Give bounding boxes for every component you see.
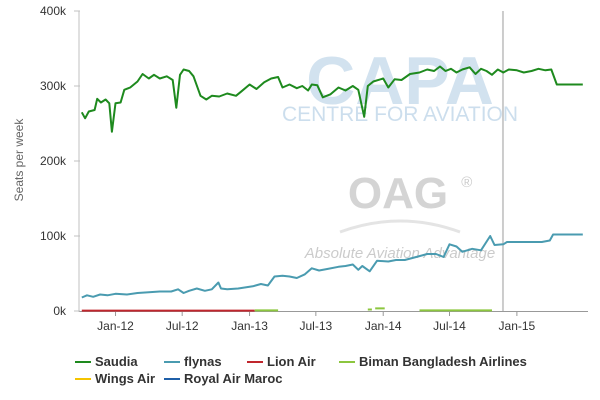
watermark: CAPA CENTRE FOR AVIATION OAG ® Absolute … bbox=[282, 43, 518, 262]
watermark-oag: OAG bbox=[348, 169, 448, 218]
legend-label-biman-bangladesh-airlines: Biman Bangladesh Airlines bbox=[359, 354, 527, 369]
series-line-biman-bangladesh-airlines bbox=[254, 307, 492, 312]
legend: Saudia flynas Lion Air Biman Bangladesh Air… bbox=[75, 354, 527, 386]
series-line-saudia bbox=[80, 65, 583, 133]
y-tick-label: 400k bbox=[40, 4, 67, 18]
x-tick-label: Jan-12 bbox=[97, 319, 134, 333]
x-tick-label: Jan-15 bbox=[499, 319, 536, 333]
watermark-capa: CAPA bbox=[306, 43, 494, 119]
watermark-centre-for-aviation: CENTRE FOR AVIATION bbox=[282, 103, 518, 126]
x-tick-label: Jan-14 bbox=[365, 319, 402, 333]
y-tick-label: 100k bbox=[40, 229, 67, 243]
series-lines bbox=[80, 65, 583, 312]
x-tick-label: Jul-14 bbox=[433, 319, 466, 333]
x-tick-label: Jul-13 bbox=[299, 319, 332, 333]
legend-label-saudia: Saudia bbox=[95, 354, 138, 369]
watermark-swoosh bbox=[339, 219, 461, 234]
legend-label-royal-air-maroc: Royal Air Maroc bbox=[184, 371, 283, 386]
watermark-oag-registered: ® bbox=[461, 174, 473, 191]
y-tick-label: 0k bbox=[53, 304, 67, 318]
x-axis-ticks: Jan-12 Jul-12 Jan-13 Jul-13 Jan-14 Jul-14 Jan-… bbox=[97, 311, 536, 333]
y-axis-ticks: 0k 100k 200k 300k 400k bbox=[40, 4, 80, 318]
y-tick-label: 200k bbox=[40, 154, 67, 168]
series-line-flynas bbox=[81, 233, 583, 299]
legend-label-wings-air: Wings Air bbox=[95, 371, 155, 386]
y-axis-title: Seats per week bbox=[12, 118, 26, 202]
x-tick-label: Jan-13 bbox=[231, 319, 268, 333]
x-tick-label: Jul-12 bbox=[166, 319, 199, 333]
legend-label-flynas: flynas bbox=[184, 354, 222, 369]
y-tick-label: 300k bbox=[40, 79, 67, 93]
legend-label-lion-air: Lion Air bbox=[267, 354, 316, 369]
